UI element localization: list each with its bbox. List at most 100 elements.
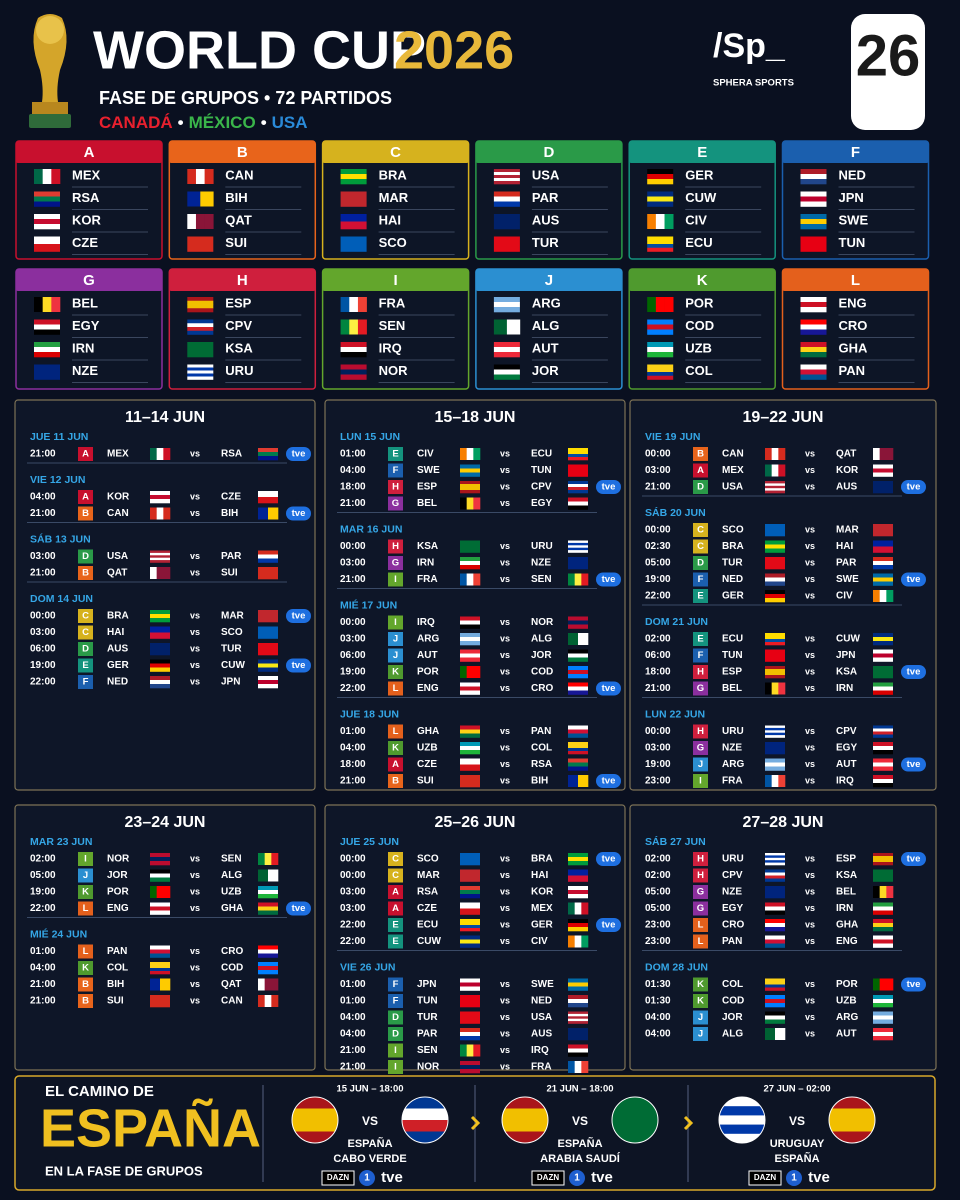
flag-stripe (460, 746, 480, 751)
flag-stripe (765, 987, 785, 991)
match-group: F (698, 650, 704, 661)
flag-stripe (765, 999, 785, 1004)
flag-stripe (460, 1069, 480, 1074)
flag-stripe (460, 616, 480, 621)
host: USA (272, 113, 308, 132)
vs-label: vs (805, 557, 815, 567)
flag-stripe (502, 1120, 548, 1132)
flag (150, 643, 170, 656)
flag-stripe (195, 214, 205, 229)
home-team: JOR (107, 870, 128, 881)
flag-stripe (719, 1133, 765, 1143)
group-badge (693, 648, 708, 663)
match-group: E (392, 936, 398, 947)
flag (258, 978, 279, 991)
match-time: 00:00 (340, 541, 366, 552)
broadcaster: DAZN (327, 1173, 349, 1182)
match-group: L (698, 920, 704, 931)
flag-stripe (51, 297, 61, 312)
flag (460, 573, 481, 586)
team-code: TUR (532, 235, 559, 250)
flag (150, 995, 170, 1008)
flag (150, 626, 170, 639)
flag-stripe (460, 448, 467, 460)
away-team: QAT (836, 449, 856, 460)
flag-stripe (187, 214, 197, 229)
flag-stripe (578, 633, 589, 645)
flag-stripe (187, 304, 214, 309)
away-team: RSA (221, 449, 242, 460)
away-team: SWE (531, 979, 554, 990)
flag-stripe (460, 742, 480, 747)
flag-stripe (460, 982, 480, 987)
flag-stripe (460, 666, 467, 678)
flag (150, 507, 171, 520)
home-team: URU (722, 854, 744, 865)
match-group: C (392, 854, 399, 865)
flag-stripe (34, 297, 43, 312)
flag-stripe (493, 214, 520, 230)
subtitle: FASE DE GRUPOS • 72 PARTIDOS (99, 88, 392, 108)
group-badge (78, 609, 93, 623)
flag-stripe (493, 364, 520, 370)
group-badge (693, 757, 708, 772)
flag-stripe (873, 919, 893, 924)
flag-stripe (568, 861, 588, 866)
flag-stripe (568, 451, 588, 455)
vs-label: vs (805, 481, 815, 491)
brand-logo: /Sp_ (713, 27, 786, 65)
vs-label: vs (500, 1061, 510, 1071)
flag (765, 853, 785, 866)
flag-stripe (568, 1061, 575, 1073)
match-time: 18:00 (340, 482, 366, 493)
flag (150, 853, 170, 866)
match-group: J (698, 1012, 703, 1023)
match-time: 04:00 (340, 465, 366, 476)
flag (647, 297, 674, 312)
flag (612, 1097, 658, 1143)
flag-stripe (460, 908, 480, 915)
home-team: PAN (107, 946, 127, 957)
vs-label: vs (805, 726, 815, 736)
match-group: H (697, 854, 704, 865)
team-code: TUN (839, 235, 866, 250)
flag (187, 319, 214, 335)
dazn-box (321, 1170, 355, 1186)
flag (765, 573, 785, 586)
flag (493, 214, 520, 230)
away-team: GHA (221, 903, 243, 914)
vs-label: vs (500, 541, 510, 551)
match-time: 21:00 (340, 1045, 366, 1056)
match-time: 21:00 (30, 449, 56, 460)
flag-stripe (568, 725, 588, 730)
flag-stripe (647, 352, 674, 358)
away-team: BIH (221, 508, 238, 519)
tv-pill (286, 609, 311, 623)
flag-stripe (258, 554, 278, 559)
group-badge (693, 934, 708, 949)
footer-lead: EL CAMINO DE (45, 1083, 154, 1100)
match-time: 02:00 (30, 854, 56, 865)
match-group: I (394, 617, 397, 628)
flag-stripe (873, 1032, 893, 1037)
flag-stripe (574, 902, 582, 915)
home-team: ESPAÑA (557, 1137, 602, 1150)
flag-stripe (647, 324, 674, 330)
flag-stripe (765, 590, 785, 595)
tv-pill (596, 918, 621, 932)
group-badge (693, 977, 708, 992)
match-group: J (393, 650, 398, 661)
flag-stripe (150, 507, 157, 520)
flag-stripe (34, 319, 60, 325)
flag (493, 364, 520, 380)
flag-stripe (34, 219, 60, 225)
flag (258, 626, 278, 639)
away-team: ESPAÑA (774, 1152, 819, 1165)
vs-label: vs (190, 870, 200, 880)
match-time: 19:00 (645, 759, 671, 770)
flag-stripe (568, 748, 588, 752)
flag-stripe (568, 995, 588, 1000)
group-letter: I (394, 272, 398, 289)
flag-stripe (765, 919, 785, 924)
team-code: AUS (532, 212, 560, 227)
